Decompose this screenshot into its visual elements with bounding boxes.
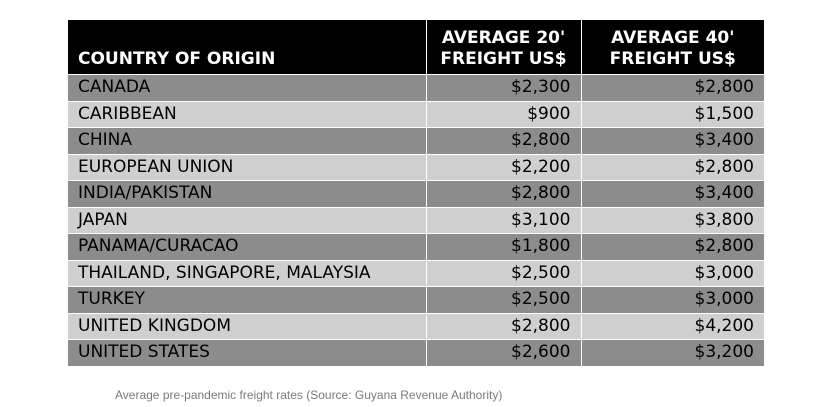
cell-average-40: $2,800 bbox=[581, 233, 764, 260]
cell-country: UNITED KINGDOM bbox=[68, 312, 427, 340]
header-average-20-line1: AVERAGE 20' bbox=[441, 28, 566, 48]
table-row: UNITED STATES $2,600 $3,200 bbox=[68, 339, 764, 366]
cell-average-20: $2,800 bbox=[426, 312, 582, 340]
header-average-40: AVERAGE 40' FREIGHT US$ bbox=[581, 20, 764, 75]
cell-country: CHINA bbox=[68, 127, 427, 154]
cell-average-20: $3,100 bbox=[426, 206, 582, 234]
table-row: TURKEY $2,500 $3,000 bbox=[68, 286, 764, 313]
table-row: EUROPEAN UNION $2,200 $2,800 bbox=[68, 153, 764, 181]
cell-country: TURKEY bbox=[68, 286, 427, 313]
cell-average-20: $2,800 bbox=[426, 127, 582, 154]
freight-rates-table: COUNTRY OF ORIGIN AVERAGE 20' FREIGHT US… bbox=[68, 20, 764, 366]
cell-average-40: $3,000 bbox=[581, 286, 764, 313]
cell-average-20: $2,500 bbox=[426, 259, 582, 287]
header-average-20-line2: FREIGHT US$ bbox=[440, 49, 567, 69]
header-row: COUNTRY OF ORIGIN AVERAGE 20' FREIGHT US… bbox=[68, 20, 764, 75]
cell-average-40: $4,200 bbox=[581, 312, 764, 340]
table-body: CANADA $2,300 $2,800 CARIBBEAN $900 $1,500 CHI… bbox=[68, 74, 764, 366]
cell-average-40: $3,800 bbox=[581, 206, 764, 234]
cell-country: CARIBBEAN bbox=[68, 100, 427, 128]
table-row: THAILAND, SINGAPORE, MALAYSIA $2,500 $3,00… bbox=[68, 259, 764, 287]
table-caption: Average pre-pandemic freight rates (Sour… bbox=[115, 388, 503, 402]
header-average-20: AVERAGE 20' FREIGHT US$ bbox=[426, 20, 582, 75]
table-row: CANADA $2,300 $2,800 bbox=[68, 74, 764, 101]
cell-average-40: $2,800 bbox=[581, 153, 764, 181]
cell-average-40: $3,200 bbox=[581, 339, 764, 366]
cell-country: CANADA bbox=[68, 74, 427, 101]
cell-country: JAPAN bbox=[68, 206, 427, 234]
cell-average-20: $2,800 bbox=[426, 180, 582, 207]
cell-average-20: $2,200 bbox=[426, 153, 582, 181]
cell-country: INDIA/PAKISTAN bbox=[68, 180, 427, 207]
table-row: CARIBBEAN $900 $1,500 bbox=[68, 100, 764, 128]
table-header: COUNTRY OF ORIGIN AVERAGE 20' FREIGHT US… bbox=[68, 20, 764, 75]
header-average-40-line2: FREIGHT US$ bbox=[609, 49, 736, 69]
cell-average-20: $2,600 bbox=[426, 339, 582, 366]
cell-country: PANAMA/CURACAO bbox=[68, 233, 427, 260]
table-row: PANAMA/CURACAO $1,800 $2,800 bbox=[68, 233, 764, 260]
cell-average-40: $1,500 bbox=[581, 100, 764, 128]
table-row: INDIA/PAKISTAN $2,800 $3,400 bbox=[68, 180, 764, 207]
cell-average-20: $2,500 bbox=[426, 286, 582, 313]
table-row: JAPAN $3,100 $3,800 bbox=[68, 206, 764, 234]
cell-average-40: $3,400 bbox=[581, 127, 764, 154]
cell-country: UNITED STATES bbox=[68, 339, 427, 366]
header-country: COUNTRY OF ORIGIN bbox=[68, 20, 427, 75]
cell-average-20: $2,300 bbox=[426, 74, 582, 101]
cell-average-20: $900 bbox=[426, 100, 582, 128]
cell-average-40: $2,800 bbox=[581, 74, 764, 101]
cell-average-20: $1,800 bbox=[426, 233, 582, 260]
cell-average-40: $3,400 bbox=[581, 180, 764, 207]
cell-average-40: $3,000 bbox=[581, 259, 764, 287]
cell-country: THAILAND, SINGAPORE, MALAYSIA bbox=[68, 259, 427, 287]
freight-rates-table-container: COUNTRY OF ORIGIN AVERAGE 20' FREIGHT US… bbox=[68, 20, 764, 366]
header-average-40-line1: AVERAGE 40' bbox=[611, 28, 735, 48]
cell-country: EUROPEAN UNION bbox=[68, 153, 427, 181]
table-row: UNITED KINGDOM $2,800 $4,200 bbox=[68, 312, 764, 340]
table-row: CHINA $2,800 $3,400 bbox=[68, 127, 764, 154]
